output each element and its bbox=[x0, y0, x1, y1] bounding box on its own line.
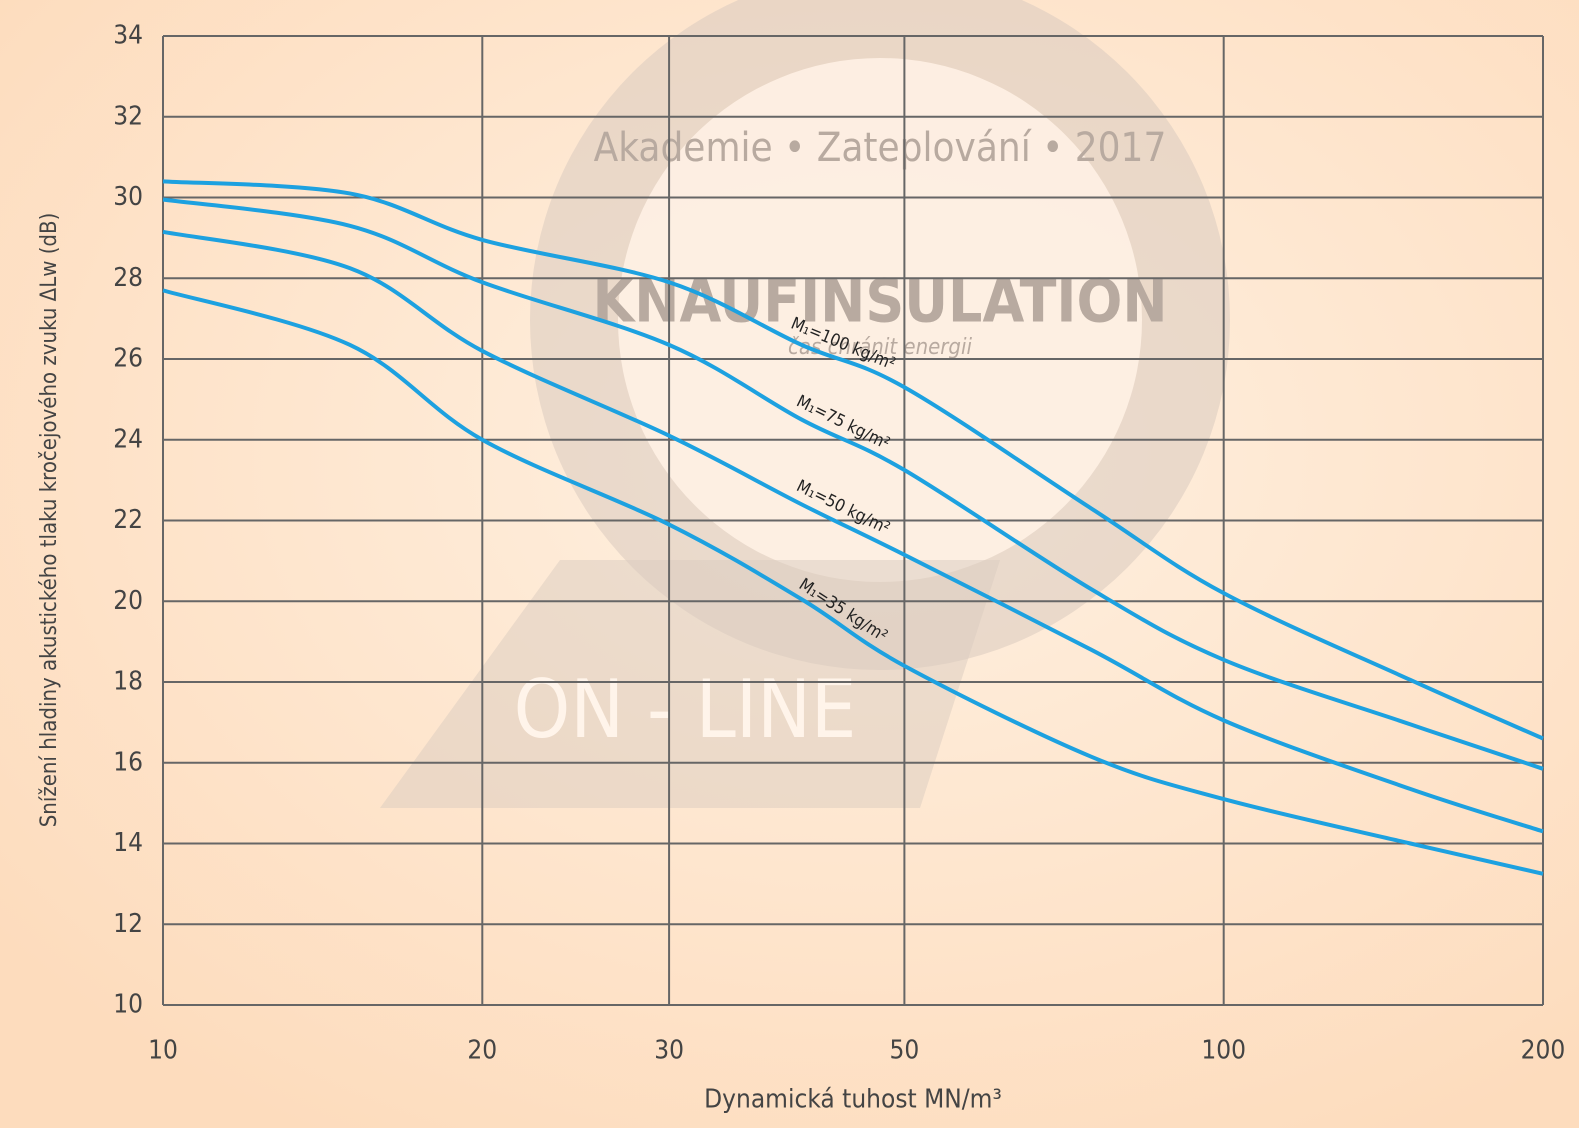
y-tick-label: 10 bbox=[113, 990, 143, 1020]
x-tick-label: 100 bbox=[1201, 1036, 1246, 1066]
x-tick-label: 50 bbox=[890, 1036, 920, 1066]
watermark-ring-text: Akademie • Zateplování • 2017 bbox=[594, 125, 1167, 171]
y-tick-label: 32 bbox=[113, 101, 143, 131]
y-tick-label: 34 bbox=[113, 21, 143, 51]
chart: Akademie • Zateplování • 2017 KNAUFINSULA… bbox=[0, 0, 1579, 1128]
y-tick-label: 14 bbox=[113, 828, 143, 858]
y-tick-label: 30 bbox=[113, 182, 143, 212]
watermark-logo: KNAUFINSULATION bbox=[592, 267, 1167, 337]
y-tick-label: 12 bbox=[113, 909, 143, 939]
x-tick-label: 200 bbox=[1521, 1036, 1566, 1066]
watermark-online: ON - LINE bbox=[514, 663, 857, 756]
x-tick-label: 30 bbox=[654, 1036, 684, 1066]
y-axis-label: Snížení hladiny akustického tlaku kročej… bbox=[37, 213, 62, 828]
y-tick-label: 20 bbox=[113, 586, 143, 616]
x-axis-label: Dynamická tuhost MN/m³ bbox=[704, 1085, 1002, 1115]
y-tick-label: 18 bbox=[113, 667, 143, 697]
y-tick-label: 26 bbox=[113, 344, 143, 374]
y-tick-label: 16 bbox=[113, 747, 143, 777]
y-tick-label: 28 bbox=[113, 263, 143, 293]
x-tick-label: 20 bbox=[467, 1036, 497, 1066]
y-tick-label: 24 bbox=[113, 424, 143, 454]
y-tick-label: 22 bbox=[113, 505, 143, 535]
page: Akademie • Zateplování • 2017 KNAUFINSULA… bbox=[0, 0, 1579, 1128]
x-tick-label: 10 bbox=[148, 1036, 178, 1066]
